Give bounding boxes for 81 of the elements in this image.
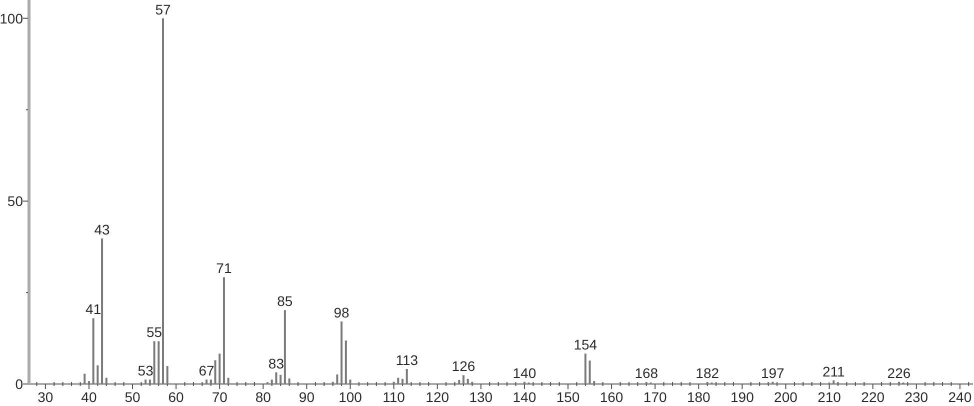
bar: [227, 378, 230, 384]
x-tick-label: 240: [948, 389, 972, 405]
bar: [462, 375, 464, 384]
bar: [584, 354, 586, 384]
x-tick-label: 30: [38, 389, 54, 405]
annotation: 43: [94, 221, 110, 238]
bar: [593, 381, 596, 384]
x-tick-label: 60: [168, 389, 184, 405]
annotation: 113: [396, 352, 418, 368]
x-tick-label: 190: [730, 389, 754, 405]
x-tick-label: 150: [556, 389, 580, 405]
y-tick-label: 100: [0, 10, 24, 26]
bar: [88, 381, 90, 384]
annotation: 53: [138, 362, 154, 379]
bar: [162, 18, 164, 384]
annotation: 98: [334, 304, 350, 320]
bar: [288, 378, 290, 384]
bar: [105, 378, 108, 384]
x-tick-label: 40: [81, 389, 97, 405]
x-tick-label: 70: [212, 389, 228, 405]
bar: [210, 380, 212, 384]
bar: [397, 378, 400, 384]
annotation: 168: [634, 365, 658, 382]
bar: [84, 374, 86, 384]
bar: [222, 277, 225, 384]
bar: [92, 318, 94, 384]
bar: [153, 341, 156, 384]
annotation: 83: [268, 355, 284, 372]
bar: [101, 238, 104, 384]
bar: [458, 380, 460, 384]
annotation: 140: [512, 364, 536, 381]
bar: [402, 378, 404, 384]
bar: [336, 374, 338, 384]
bar: [284, 310, 286, 384]
x-tick-label: 160: [600, 389, 624, 405]
bar: [832, 380, 835, 384]
x-tick-label: 50: [124, 389, 141, 405]
bar: [158, 341, 160, 384]
y-tick-label: 0: [15, 376, 24, 392]
bar: [466, 378, 469, 384]
bar: [275, 372, 278, 384]
x-tick-label: 180: [686, 389, 711, 405]
x-tick-label: 130: [469, 389, 493, 405]
bar: [96, 365, 99, 384]
bar: [340, 321, 343, 384]
x-tick-label: 80: [255, 389, 272, 405]
bar: [406, 369, 408, 384]
annotation: 67: [198, 362, 215, 379]
annotation: 71: [216, 260, 232, 276]
annotation: 211: [822, 363, 846, 380]
x-tick-label: 220: [861, 389, 885, 405]
annotation: 182: [696, 365, 720, 382]
x-tick-label: 210: [818, 389, 842, 405]
bar: [148, 380, 151, 384]
bar: [166, 366, 168, 384]
bar: [344, 340, 347, 384]
bar: [270, 380, 273, 384]
annotation: 226: [887, 364, 911, 381]
x-tick-label: 170: [643, 389, 667, 405]
annotation: 154: [574, 336, 598, 353]
annotation: 55: [146, 324, 162, 340]
bar: [206, 380, 208, 384]
x-tick-label: 100: [338, 389, 362, 405]
x-tick-label: 200: [774, 389, 798, 405]
annotation: 85: [277, 293, 293, 310]
x-tick-label: 110: [382, 389, 406, 405]
bar: [349, 380, 352, 384]
bar: [144, 380, 147, 384]
annotation: 57: [155, 1, 171, 18]
y-tick-label: 50: [7, 193, 24, 210]
x-tick-label: 140: [512, 389, 536, 405]
annotation: 126: [452, 358, 476, 374]
bar: [588, 360, 591, 384]
annotation: 197: [761, 364, 785, 381]
bar: [280, 374, 282, 384]
x-tick-label: 230: [904, 389, 928, 405]
annotation: 41: [86, 301, 102, 318]
bar: [218, 354, 221, 384]
x-tick-label: 120: [426, 389, 450, 405]
x-tick-label: 90: [298, 389, 315, 405]
bar: [214, 360, 216, 384]
